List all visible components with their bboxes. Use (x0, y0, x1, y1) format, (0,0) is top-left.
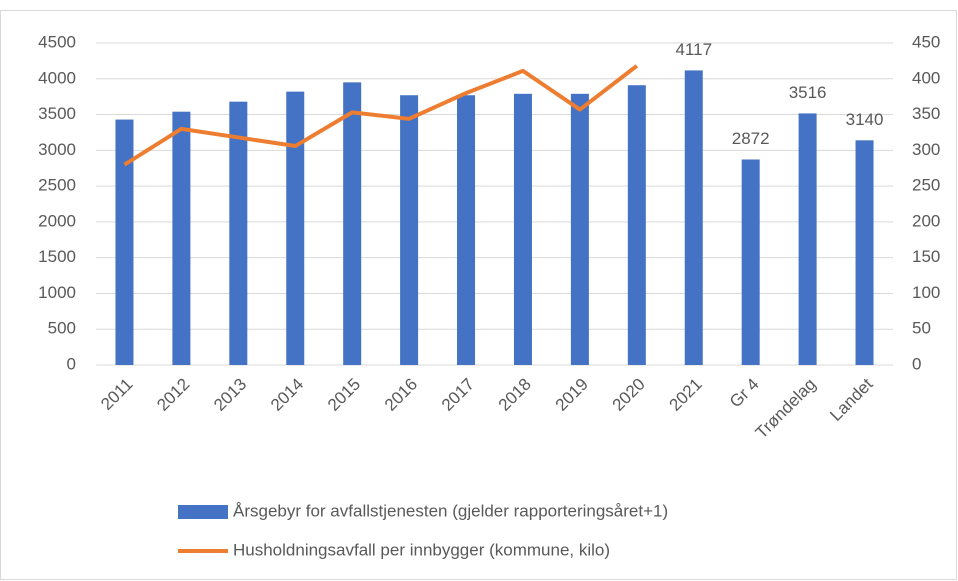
line (123, 64, 639, 167)
data-label: 4117 (675, 40, 712, 59)
bar (286, 91, 305, 365)
y-tick-label: 1500 (38, 247, 76, 266)
bar (741, 159, 760, 365)
y2-tick-label: 350 (912, 104, 940, 123)
y-tick-label: 4500 (38, 32, 76, 51)
bar (343, 82, 362, 365)
y-tick-label: 1000 (38, 283, 76, 302)
bar (684, 70, 703, 366)
bar (229, 101, 248, 366)
y2-tick-label: 50 (912, 319, 931, 338)
bar (172, 111, 191, 366)
y-tick-label: 0 (67, 354, 76, 373)
bar (457, 95, 476, 365)
data-label: 3516 (789, 83, 827, 102)
bar (855, 140, 874, 365)
data-label: 3140 (846, 110, 884, 129)
y-tick-label: 2000 (38, 211, 76, 230)
bar (798, 113, 817, 365)
y-tick-label: 3500 (38, 104, 76, 123)
y-tick-label: 2500 (38, 176, 76, 195)
legend-label: Årsgebyr for avfallstjenesten (gjelder r… (233, 501, 668, 520)
y-tick-label: 3000 (38, 140, 76, 159)
y2-tick-label: 150 (912, 247, 940, 266)
bar (400, 95, 419, 365)
data-label: 2872 (732, 129, 770, 148)
legend-swatch (178, 505, 228, 519)
y2-tick-label: 250 (912, 176, 940, 195)
y2-tick-label: 450 (912, 32, 940, 51)
bar (570, 93, 589, 365)
chart-border (0, 10, 957, 580)
bar (627, 85, 646, 366)
y-tick-label: 500 (48, 319, 76, 338)
y2-tick-label: 200 (912, 211, 940, 230)
y2-tick-label: 100 (912, 283, 940, 302)
y2-tick-label: 0 (912, 354, 921, 373)
legend-label: Husholdningsavfall per innbygger (kommun… (233, 540, 610, 559)
y2-tick-label: 400 (912, 68, 940, 87)
y-tick-label: 4000 (38, 68, 76, 87)
bar (513, 93, 532, 365)
bar (115, 119, 134, 365)
y2-tick-label: 300 (912, 140, 940, 159)
